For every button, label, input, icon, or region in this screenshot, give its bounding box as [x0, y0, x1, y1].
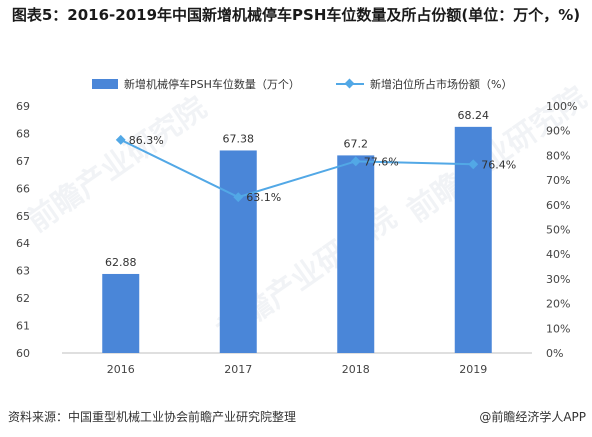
- y-right-tick-label: 40%: [546, 248, 570, 261]
- footer: 资料来源：中国重型机械工业协会前瞻产业研究院整理 @前瞻经济学人APP: [8, 404, 586, 428]
- bar-value-label: 67.38: [223, 132, 255, 145]
- x-tick-label: 2017: [224, 363, 252, 376]
- share-line: [120, 138, 474, 199]
- legend-item-bar: 新增机械停车PSH车位数量（万个）: [92, 76, 300, 92]
- y-right-tick-label: 50%: [546, 224, 570, 237]
- bar: [102, 273, 140, 353]
- y-left-tick-label: 66: [16, 182, 30, 195]
- share-point: [350, 156, 361, 167]
- share-point: [468, 159, 479, 170]
- share-value-label: 86.3%: [129, 134, 164, 147]
- legend-bar-swatch: [92, 79, 118, 89]
- bar: [337, 155, 375, 353]
- y-right-tick-label: 20%: [546, 298, 570, 311]
- y-right-tick-label: 90%: [546, 125, 570, 138]
- legend: 新增机械停车PSH车位数量（万个） 新增泊位所占市场份额（%）: [0, 76, 592, 92]
- y-left-tick-label: 65: [16, 210, 30, 223]
- chart-title: 图表5：2016-2019年中国新增机械停车PSH车位数量及所占份额(单位：万个…: [11, 6, 581, 24]
- y-left-tick-label: 63: [16, 265, 30, 278]
- y-left-tick-label: 64: [16, 237, 30, 250]
- share-point: [233, 192, 244, 203]
- share-value-label: 77.6%: [364, 155, 399, 168]
- combo-chart: 60 61 62 63 64 65 66 67 68 69 0% 10% 20% 30% 40% 50% 60%…: [16, 100, 577, 376]
- legend-line-swatch: [336, 79, 364, 89]
- y-right-tick-label: 0%: [546, 347, 563, 360]
- y-left-tick-label: 67: [16, 155, 30, 168]
- y-left-tick-label: 60: [16, 347, 30, 360]
- x-tick-label: 2018: [342, 363, 370, 376]
- x-tick-label: 2016: [107, 363, 135, 376]
- brand-note: @前瞻经济学人APP: [479, 409, 586, 424]
- bar-value-label: 62.88: [105, 256, 137, 269]
- y-left-tick-label: 61: [16, 320, 30, 333]
- y-right-tick-label: 80%: [546, 149, 570, 162]
- y-left-tick-label: 68: [16, 127, 30, 140]
- legend-line-label: 新增泊位所占市场份额（%）: [370, 78, 513, 91]
- legend-bar-label: 新增机械停车PSH车位数量（万个）: [124, 78, 300, 91]
- legend-item-line: 新增泊位所占市场份额（%）: [336, 76, 512, 92]
- share-point: [115, 134, 126, 145]
- bar-value-label: 67.2: [344, 137, 369, 150]
- y-right-tick-label: 70%: [546, 174, 570, 187]
- y-left-tick-label: 62: [16, 292, 30, 305]
- share-value-label: 63.1%: [246, 191, 281, 204]
- y-right-tick-label: 30%: [546, 273, 570, 286]
- bar-value-label: 68.24: [458, 109, 490, 122]
- y-left-tick-label: 69: [16, 100, 30, 113]
- source-note: 资料来源：中国重型机械工业协会前瞻产业研究院整理: [8, 409, 297, 424]
- y-right-tick-label: 60%: [546, 199, 570, 212]
- y-right-tick-label: 100%: [546, 100, 577, 113]
- x-tick-label: 2019: [459, 363, 487, 376]
- share-value-label: 76.4%: [481, 158, 516, 171]
- bar: [219, 150, 257, 353]
- y-right-tick-label: 10%: [546, 322, 570, 335]
